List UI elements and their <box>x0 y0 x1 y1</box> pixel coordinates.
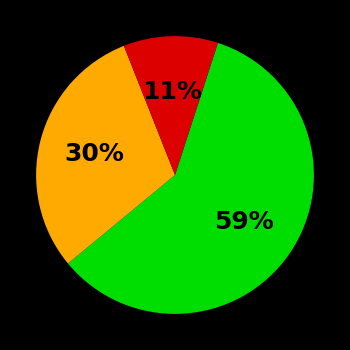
Text: 59%: 59% <box>214 210 274 234</box>
Wedge shape <box>124 36 218 175</box>
Wedge shape <box>68 43 314 314</box>
Text: 11%: 11% <box>142 80 202 104</box>
Text: 30%: 30% <box>64 142 124 166</box>
Wedge shape <box>36 46 175 264</box>
